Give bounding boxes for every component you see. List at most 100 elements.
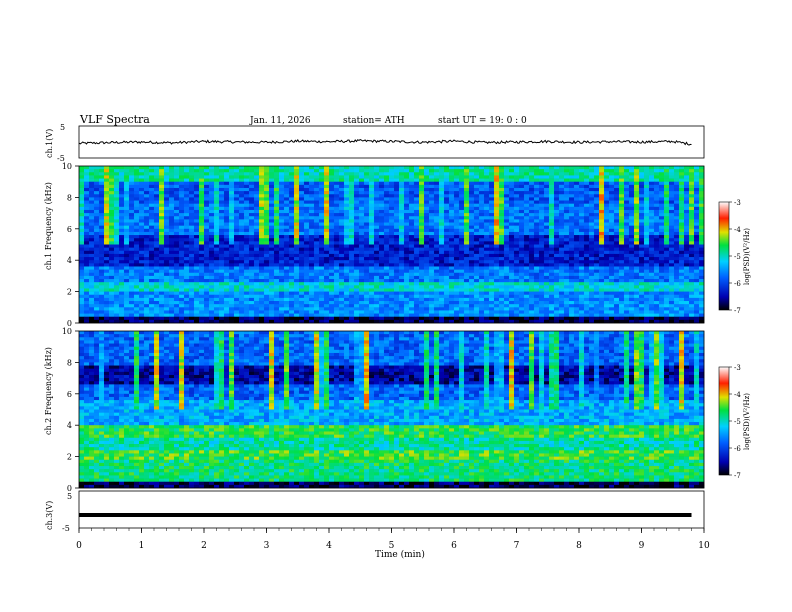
spectrogram-cell [149,279,155,283]
spectrogram-cell [399,178,405,182]
spectrogram-cell [479,222,485,226]
spectrogram-cell [109,216,115,220]
spectrogram-cell [124,263,130,267]
spectrogram-cell [144,257,150,261]
spectrogram-cell [499,266,505,270]
spectrogram-cell [384,228,390,233]
spectrogram-cell [694,203,700,208]
spectrogram-cell [284,175,290,179]
spectrogram-cell [659,213,665,217]
spectrogram-cell [174,272,180,277]
spectrogram-cell [499,169,505,173]
spectrogram-cell [604,275,610,280]
spectrogram-cell [584,181,590,186]
spectrogram-cell [539,282,545,286]
spectrogram-cell [629,266,635,270]
spectrogram-cell [379,285,385,289]
spectrogram-cell [429,266,435,270]
spectrogram-cell [189,187,195,192]
spectrogram-cell [234,194,240,198]
spectrogram-cell [509,260,515,264]
spectrogram-cell [194,181,200,186]
spectrogram-cell [224,231,230,236]
spectrogram-cell [629,282,635,286]
spectrogram-cell [234,269,240,274]
spectrogram-cell [519,241,525,245]
spectrogram-cell [144,244,150,248]
spectrogram-cell [599,263,605,267]
spectrogram-cell [374,169,380,173]
spectrogram-cell [409,244,415,248]
spectrogram-cell [459,166,465,170]
spectrogram-cell [169,238,175,242]
spectrogram-cell [654,241,660,245]
spectrogram-cell [254,235,260,239]
spectrogram-cell [134,238,140,242]
spectrogram-cell [394,266,400,270]
spectrogram-cell [599,282,605,286]
spectrogram-cell [669,175,675,179]
spectrogram-cell [314,209,320,214]
spectrogram-cell [144,272,150,277]
spectrogram-cell [429,238,435,242]
spectrogram-cell [679,203,685,208]
spectrogram-cell [89,288,95,292]
spectrogram-cell [694,194,700,198]
spectrogram-cell [444,194,450,198]
spectrogram-cell [369,213,375,217]
spectrogram-cell [309,275,315,280]
spectrogram-cell [414,209,420,214]
spectrogram-cell [699,241,705,245]
spectrogram-cell [379,250,385,255]
spectrogram-cell [119,194,125,198]
spectrogram-cell [644,222,650,226]
spectrogram-cell [259,228,265,233]
spectrogram-cell [649,175,655,179]
spectrogram-cell [434,228,440,233]
spectrogram-cell [234,172,240,176]
spectrogram-cell [414,279,420,283]
spectrogram-cell [129,231,135,236]
spectrogram-cell [609,200,615,204]
spectrogram-cell [504,175,510,179]
spectrogram-cell [424,178,430,182]
spectrogram-cell [619,206,625,211]
spectrogram-cell [404,206,410,211]
spectrogram-cell [134,244,140,248]
spectrogram-cell [564,194,570,198]
spectrogram-cell [564,197,570,201]
spectrogram-cell [664,282,670,286]
spectrogram-cell [404,266,410,270]
spectrogram-cell [414,184,420,189]
spectrogram-cell [584,228,590,233]
spectrogram-cell [439,219,445,223]
spectrogram-cell [469,235,475,239]
spectrogram-cell [674,285,680,289]
spectrogram-cell [259,253,265,258]
spectrogram-cell [559,263,565,267]
spectrogram-cell [289,269,295,274]
spectrogram-cell [379,181,385,186]
spectrogram-cell [169,213,175,217]
spectrogram-cell [424,272,430,277]
spectrogram-cell [89,216,95,220]
spectrogram-cell [529,200,535,204]
spectrogram-cell [274,285,280,289]
spectrogram-cell [689,260,695,264]
spectrogram-cell [274,181,280,186]
spectrogram-cell [184,203,190,208]
spectrogram-cell [624,260,630,264]
spectrogram-cell [194,244,200,248]
spectrogram-cell [294,247,300,252]
spectrogram-cell [534,169,540,173]
spectrogram-cell [344,275,350,280]
spectrogram-cell [414,200,420,204]
spectrogram-cell [384,257,390,261]
spectrogram-cell [559,166,565,170]
spectrogram-cell [634,191,640,195]
spectrogram-cell [644,200,650,204]
spectrogram-cell [404,194,410,198]
spectrogram-cell [289,209,295,214]
spectrogram-cell [324,250,330,255]
spectrogram-cell [264,206,270,211]
